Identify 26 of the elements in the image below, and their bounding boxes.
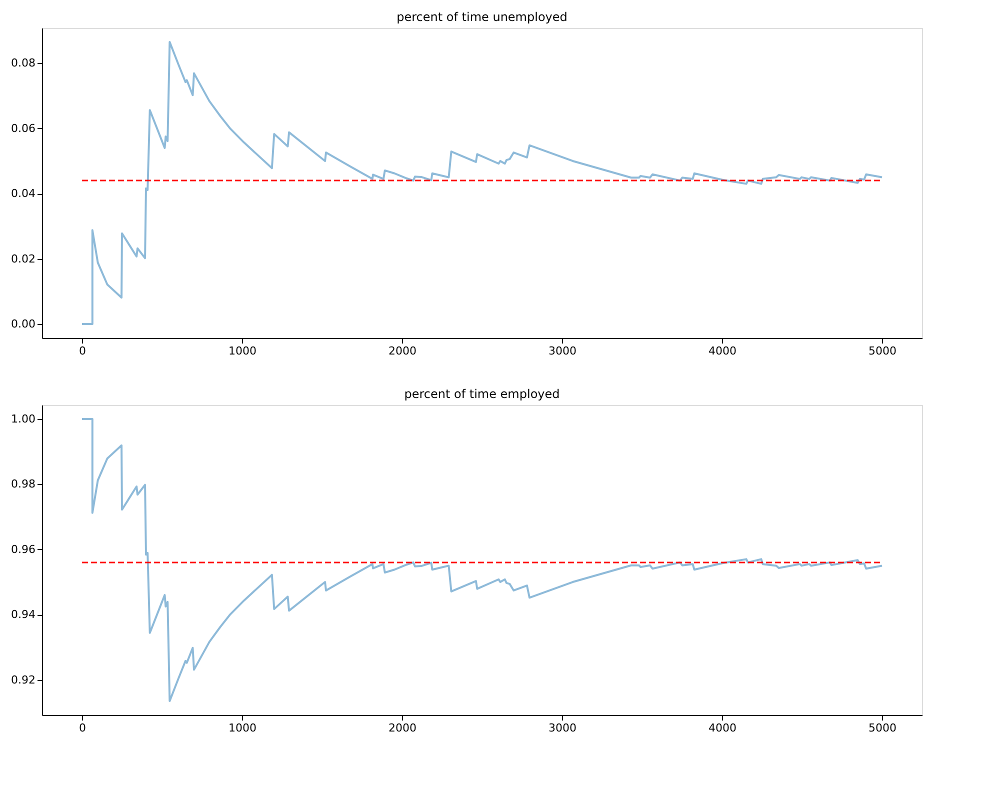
x-tick-label: 5000 bbox=[868, 722, 896, 734]
x-tick-label: 1000 bbox=[228, 722, 256, 734]
x-tick-label: 0 bbox=[79, 344, 86, 358]
y-tick-label: 0.08 bbox=[11, 56, 36, 70]
x-tick-label: 3000 bbox=[548, 344, 576, 358]
x-tick-label: 4000 bbox=[708, 722, 736, 734]
x-tick-label: 2000 bbox=[388, 722, 416, 734]
y-tick-label: 0.96 bbox=[11, 542, 36, 556]
x-tick-label: 3000 bbox=[548, 722, 576, 734]
x-tick-label: 0 bbox=[79, 722, 86, 734]
y-tick-label: 1.00 bbox=[11, 412, 36, 426]
x-tick-label: 1000 bbox=[228, 344, 256, 358]
chart-title: percent of time employed bbox=[404, 387, 560, 401]
y-tick-label: 0.00 bbox=[11, 317, 36, 330]
y-tick-label: 0.92 bbox=[11, 673, 36, 686]
y-tick-label: 0.02 bbox=[11, 252, 36, 266]
x-tick-label: 2000 bbox=[388, 344, 416, 358]
x-tick-label: 5000 bbox=[868, 344, 896, 358]
chart-title: percent of time unemployed bbox=[396, 10, 568, 24]
line-series bbox=[81, 41, 883, 325]
line-series bbox=[81, 418, 883, 702]
y-tick-label: 0.94 bbox=[11, 608, 36, 622]
y-tick-label: 0.04 bbox=[11, 187, 36, 200]
y-tick-label: 0.06 bbox=[11, 122, 36, 135]
x-tick-label: 4000 bbox=[708, 344, 736, 358]
y-tick-label: 0.98 bbox=[11, 478, 36, 491]
